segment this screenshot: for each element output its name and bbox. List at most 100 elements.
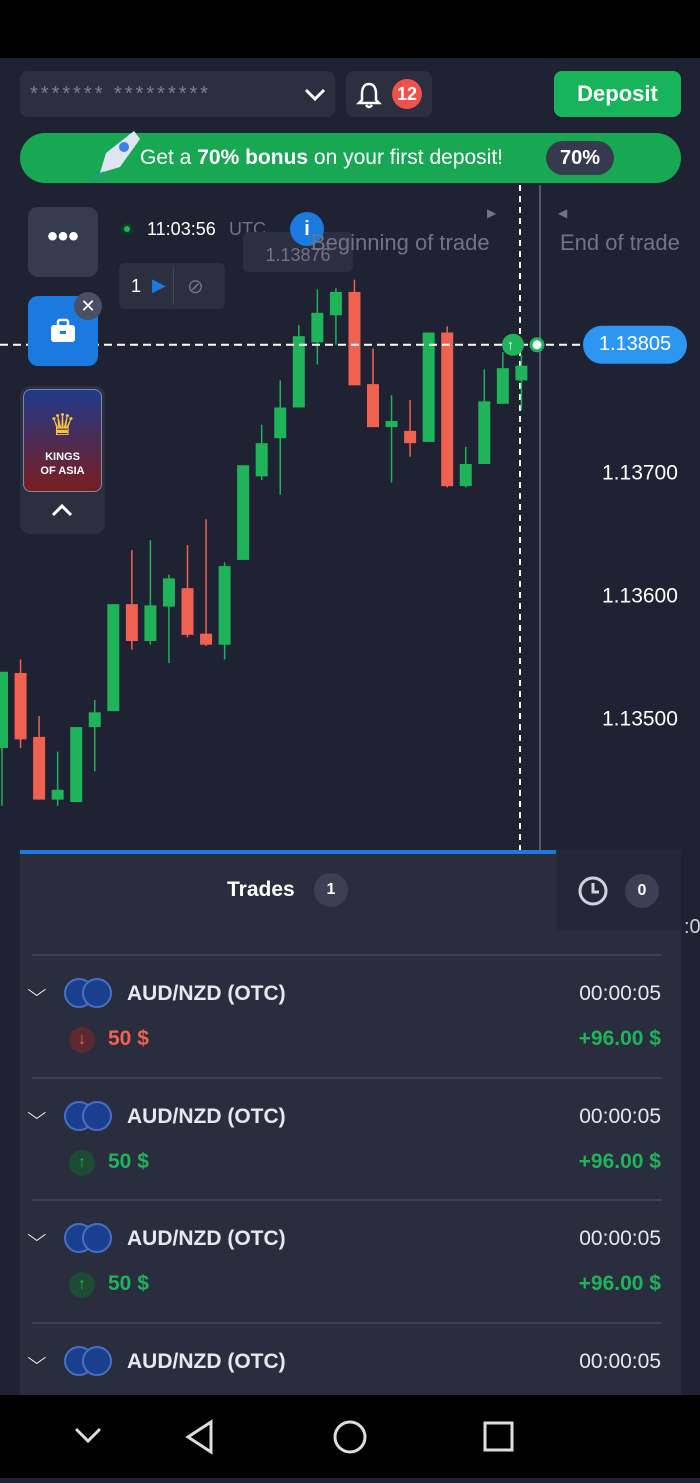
close-button[interactable]: ✕ xyxy=(74,292,102,320)
flag-icon xyxy=(82,1100,112,1131)
current-price: 1.13805 xyxy=(599,333,671,355)
y-tick-label: 1.13600 xyxy=(602,584,678,607)
direction-icon: ↑ xyxy=(69,1149,95,1176)
candle-body xyxy=(33,736,46,800)
hide-icon[interactable]: ⊘ xyxy=(187,276,204,298)
trade-amount: 50 $ xyxy=(108,1272,149,1295)
candle-body xyxy=(88,712,101,728)
current-price-badge xyxy=(583,325,687,364)
candle-body xyxy=(107,604,120,712)
promo-line: OF ASIA xyxy=(40,465,85,477)
promo-text: KINGS OF ASIA xyxy=(24,450,101,478)
trades-panel: 0 Trades 1 ⌵ AUD/NZD (OTC) 00:00:05 ↓ 50 $ +9… xyxy=(20,850,681,1395)
trade-profit: +96.00 $ xyxy=(578,1272,661,1295)
collapse-icon[interactable] xyxy=(50,502,74,518)
server-time: 11:03:56 xyxy=(147,219,216,239)
promo-card[interactable]: ♛ KINGS OF ASIA xyxy=(23,389,102,492)
arrow-left: ◀ xyxy=(558,206,568,220)
multiplier: 1 xyxy=(131,276,142,296)
candle-body xyxy=(478,401,491,465)
promo-line: KINGS xyxy=(45,451,80,463)
info-button[interactable]: i xyxy=(290,212,324,246)
expand-icon: ⌵ xyxy=(27,1102,47,1123)
bell-icon xyxy=(356,82,382,109)
chevron xyxy=(304,88,326,102)
divider xyxy=(32,1199,662,1201)
rocket-icon xyxy=(88,131,140,185)
divider xyxy=(32,954,662,956)
divider xyxy=(32,1076,662,1079)
trade-time: 00:00:05 xyxy=(579,1349,661,1373)
bonus-banner[interactable]: Get a 70% bonus on your first deposit! 7… xyxy=(20,131,681,185)
account: ******* ********* xyxy=(30,83,212,105)
deposit-button[interactable]: Deposit xyxy=(554,71,681,117)
candle-body xyxy=(70,727,83,803)
play-icon: ▶ xyxy=(152,275,166,295)
trade-pair: AUD/NZD (OTC) xyxy=(127,1227,286,1250)
candle-body xyxy=(218,566,231,645)
flag-icon xyxy=(82,1223,112,1253)
direction-icon: ↓ xyxy=(69,1027,95,1053)
notification-count: 12 xyxy=(392,79,422,109)
candle-body xyxy=(348,291,361,386)
divider xyxy=(32,1321,662,1324)
trades-tab[interactable]: Trades xyxy=(227,878,295,901)
history-count: 0 xyxy=(625,874,659,908)
banner-text: Get a 70% bonus on your first deposit! xyxy=(140,146,503,170)
expand-icon: ⌵ xyxy=(27,1347,47,1368)
candle-body xyxy=(125,604,138,642)
trade-amount: 50 $ xyxy=(108,1149,149,1173)
candle-body xyxy=(144,605,157,642)
status-bar xyxy=(0,0,700,58)
briefcase-icon xyxy=(51,318,75,342)
arrow-right: ▶ xyxy=(487,206,497,220)
candle-body xyxy=(237,465,250,560)
menu-button[interactable]: ••• xyxy=(28,207,98,277)
flag-icon xyxy=(82,1345,112,1376)
trade-marker-arrow: ↑ xyxy=(507,336,514,352)
candle-body xyxy=(51,789,64,800)
candle-body xyxy=(162,578,175,607)
price-dot xyxy=(529,337,545,353)
trade-profit: +96.00 $ xyxy=(578,1149,661,1173)
crown-icon: ♛ xyxy=(49,409,76,442)
candle-body xyxy=(14,672,27,740)
candle-body xyxy=(255,443,268,477)
candle-body xyxy=(385,421,398,428)
banner-suffix: on your first deposit! xyxy=(313,146,504,169)
candle-body xyxy=(181,588,194,635)
trade-time: 00:00:05 xyxy=(579,1227,661,1250)
candle-body xyxy=(404,430,417,444)
candle-body xyxy=(441,332,454,487)
notifications[interactable]: 12 xyxy=(346,71,432,117)
candle-body xyxy=(515,365,528,381)
clock-icon xyxy=(578,876,608,906)
trade-profit: +96.00 $ xyxy=(578,1027,661,1050)
beginning-of-trade: Beginning of trade xyxy=(311,230,490,255)
nav-bar xyxy=(0,1395,700,1478)
candle-body xyxy=(329,291,342,316)
live-dot xyxy=(121,223,133,235)
account-select[interactable]: ******* ********* xyxy=(20,71,335,117)
trade-marker xyxy=(502,333,524,356)
banner-bold: 70% bonus xyxy=(197,146,309,169)
trade-time: 00:00:05 xyxy=(579,1104,661,1128)
candle-body xyxy=(0,671,8,748)
candle-body xyxy=(459,464,472,487)
y-tick-label: 1.13500 xyxy=(602,707,678,730)
trade-pair: AUD/NZD (OTC) xyxy=(127,982,286,1005)
y-tick-label: 1.13700 xyxy=(602,461,678,484)
expand-icon: ⌵ xyxy=(27,1225,47,1245)
multiplier-control[interactable]: 1 ▶ ⊘ xyxy=(119,263,225,309)
candle-body xyxy=(274,407,287,439)
expand-icon: ⌵ xyxy=(27,980,47,1000)
candle-body xyxy=(367,384,379,428)
end-of-trade: End of trade xyxy=(560,230,680,255)
trade-pair: AUD/NZD (OTC) xyxy=(127,1104,286,1128)
banner-prefix: Get a xyxy=(140,146,192,169)
candle-body xyxy=(422,332,435,442)
trade-amount: 50 $ xyxy=(108,1027,149,1050)
history-tab[interactable]: 0 xyxy=(557,850,681,930)
promo-panel: ♛ KINGS OF ASIA xyxy=(20,386,105,534)
